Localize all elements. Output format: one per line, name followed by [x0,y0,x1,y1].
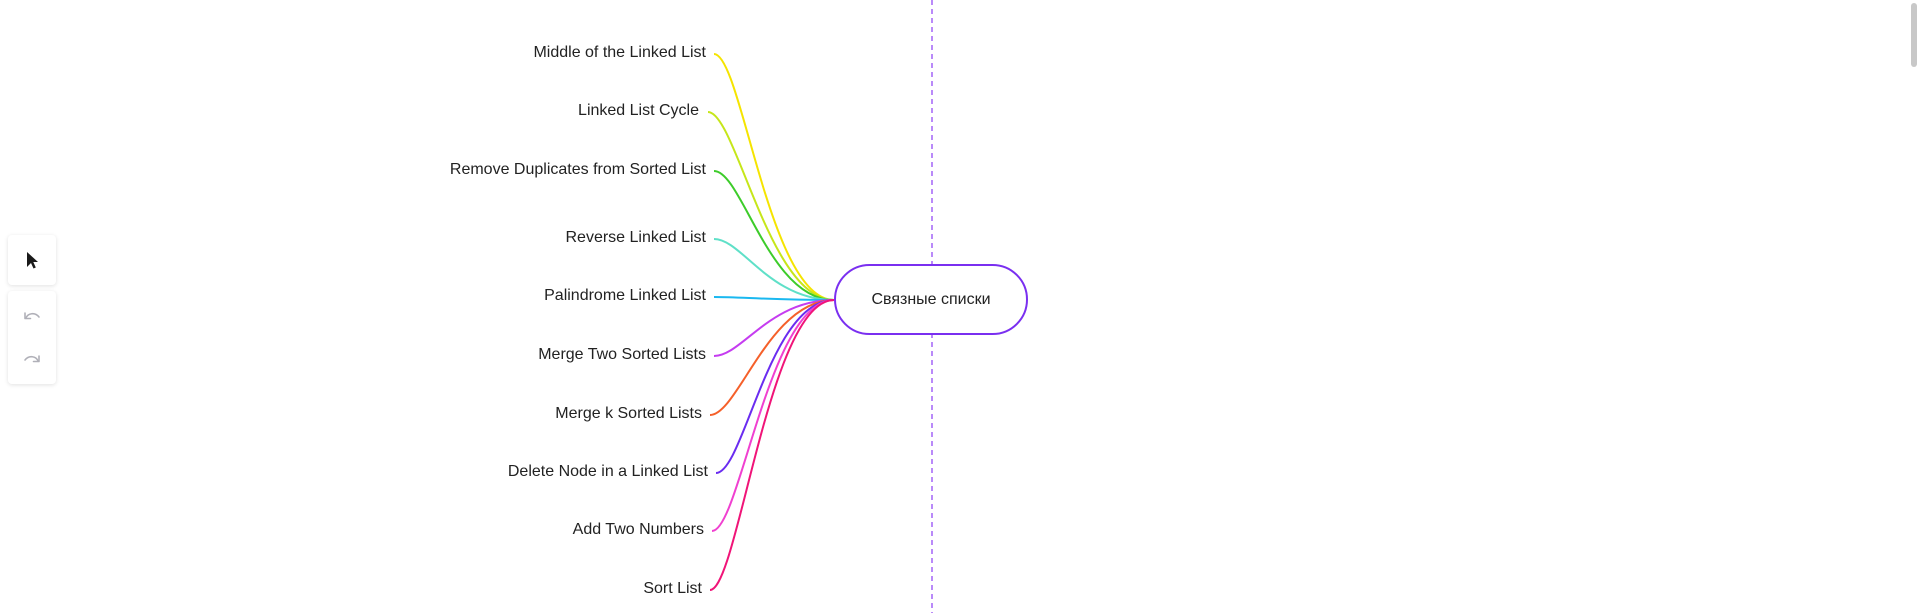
undo-icon [24,312,40,320]
tool-panel [8,235,56,285]
central-topic-node[interactable]: Связные списки [834,264,1028,335]
branch-node-label[interactable]: Delete Node in a Linked List [507,463,708,480]
branch-connector [713,299,835,357]
vertical-scrollbar[interactable] [1906,0,1920,613]
branch-node-label[interactable]: Palindrome Linked List [544,287,706,304]
history-panel [8,291,56,384]
branch-connector [713,238,835,301]
branch-connector [715,299,835,474]
branch-node-label[interactable]: Linked List Cycle [578,102,699,119]
branch-connector [713,53,835,301]
branch-connector [709,299,835,416]
branch-node-label[interactable]: Sort List [643,580,702,597]
branch-node-label[interactable]: Add Two Numbers [572,521,704,538]
redo-icon [24,355,40,363]
branch-node-label[interactable]: Merge k Sorted Lists [555,405,702,422]
redo-button[interactable] [8,339,56,379]
undo-button[interactable] [8,296,56,336]
central-topic-label: Связные списки [871,290,991,308]
branch-node-label[interactable]: Remove Duplicates from Sorted List [449,161,706,178]
branch-connector [707,111,835,301]
branch-node-label[interactable]: Middle of the Linked List [533,44,706,61]
branch-connector [711,299,835,532]
cursor-arrow-icon [27,252,38,269]
branch-node-label[interactable]: Merge Two Sorted Lists [538,346,706,363]
branch-connector [713,170,835,301]
branch-connector [709,299,835,591]
branch-node-label[interactable]: Reverse Linked List [565,229,706,246]
scrollbar-thumb[interactable] [1911,3,1917,67]
select-tool-button[interactable] [8,240,56,280]
branch-connector [713,296,835,301]
